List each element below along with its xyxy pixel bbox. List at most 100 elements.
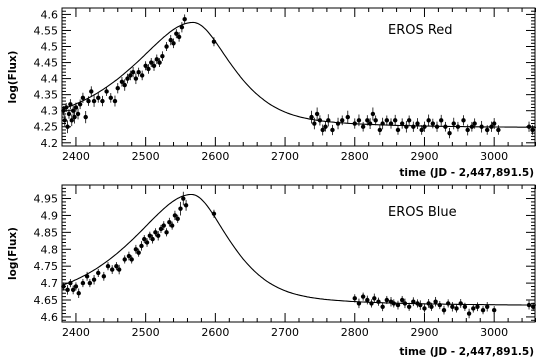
data-point	[80, 95, 86, 101]
data-point	[418, 302, 423, 308]
y-tick-label: 4.9	[41, 209, 59, 222]
data-point	[406, 304, 412, 309]
data-point	[91, 277, 97, 282]
data-point	[61, 108, 66, 113]
data-point	[399, 121, 405, 126]
data-point	[143, 63, 148, 68]
data-point	[105, 263, 111, 269]
data-point	[352, 296, 357, 301]
data-point	[384, 118, 390, 123]
data-point	[136, 250, 141, 255]
data-point	[399, 297, 405, 303]
data-point	[309, 114, 314, 120]
data-point	[130, 69, 136, 75]
data-point	[150, 236, 155, 242]
data-point	[360, 124, 366, 129]
data-point	[526, 302, 532, 308]
y-tick-label: 4.6	[41, 311, 59, 324]
data-point	[128, 73, 133, 78]
data-point	[133, 247, 139, 252]
x-tick-label: 2400	[62, 150, 90, 163]
data-point	[164, 44, 169, 49]
data-point	[365, 297, 370, 303]
data-point	[164, 230, 169, 235]
x-tick-label: 2600	[201, 150, 229, 163]
data-point	[87, 280, 93, 286]
y-tick-label: 4.25	[34, 121, 59, 134]
x-tick-label: 2900	[410, 326, 438, 339]
y-tick-label: 4.95	[34, 193, 59, 206]
x-tick-label: 2800	[341, 326, 369, 339]
data-point	[491, 307, 497, 313]
data-point	[73, 284, 79, 289]
y-tick-label: 4.5	[41, 41, 59, 54]
data-point	[96, 95, 101, 101]
data-point	[480, 307, 486, 313]
data-point	[91, 98, 97, 104]
data-point	[149, 60, 154, 65]
data-point	[181, 196, 186, 201]
data-point	[122, 82, 127, 88]
data-point	[462, 304, 468, 309]
data-point	[179, 25, 185, 30]
data-point	[178, 206, 183, 211]
plot-frame	[61, 184, 536, 323]
data-point	[430, 121, 436, 126]
data-point	[86, 98, 91, 104]
data-point	[125, 76, 130, 81]
data-point	[320, 127, 325, 133]
data-point	[461, 118, 466, 123]
data-point	[104, 89, 109, 94]
data-point	[169, 223, 175, 228]
data-point	[415, 121, 420, 126]
data-point	[433, 299, 438, 304]
panel-blue: 2400 2500 2600 2700 2800 2900 3000 4.6 4.65 4.7 4.…	[7, 184, 536, 358]
data-point	[458, 301, 463, 306]
data-point	[126, 253, 132, 259]
data-point	[384, 297, 390, 303]
data-point	[76, 291, 81, 296]
data-point	[391, 301, 396, 306]
data-point	[119, 79, 125, 85]
data-point	[345, 114, 350, 120]
x-axis-label: time (JD - 2,447,891.5)	[399, 346, 534, 358]
data-point	[472, 121, 477, 126]
y-tick-label: 4.8	[41, 243, 59, 256]
y-tick-label: 4.7	[41, 277, 59, 290]
data-point	[160, 53, 165, 59]
data-point	[89, 89, 94, 94]
data-point	[491, 121, 497, 126]
data-point	[352, 121, 357, 126]
data-point	[114, 263, 119, 269]
panel-title: EROS Blue	[388, 205, 457, 220]
data-point	[182, 17, 187, 22]
data-point	[330, 127, 335, 133]
data-point	[211, 211, 217, 216]
y-axis-label: log(Flux)	[7, 51, 19, 104]
data-point	[335, 121, 341, 126]
data-point	[454, 306, 459, 311]
panel-title: EROS Red	[388, 23, 453, 38]
y-tick-label: 4.4	[41, 73, 59, 86]
data-point	[109, 267, 115, 272]
data-point	[157, 60, 162, 65]
data-point	[100, 98, 105, 104]
data-point	[360, 294, 366, 299]
data-point	[395, 302, 401, 308]
data-point	[139, 243, 144, 249]
data-point	[144, 240, 150, 245]
data-point	[75, 111, 81, 117]
data-point	[147, 233, 153, 238]
data-point	[174, 31, 179, 36]
data-point	[116, 267, 122, 272]
data-point	[136, 69, 141, 75]
data-point	[63, 105, 69, 110]
data-point	[392, 118, 398, 123]
data-point	[388, 121, 394, 126]
data-point	[411, 124, 416, 129]
data-point	[139, 73, 145, 78]
data-point	[411, 299, 416, 304]
data-point	[422, 124, 427, 129]
data-point	[175, 216, 180, 222]
data-point	[340, 118, 345, 123]
